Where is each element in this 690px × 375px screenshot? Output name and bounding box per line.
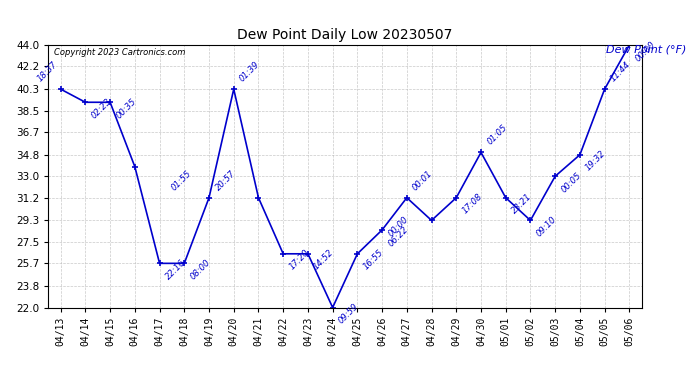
Text: 00:00: 00:00 (633, 39, 657, 63)
Text: 11:44: 11:44 (609, 60, 632, 84)
Text: 09:59: 09:59 (337, 302, 360, 326)
Text: 06:22: 06:22 (386, 224, 410, 248)
Text: 00:05: 00:05 (560, 171, 583, 194)
Text: 01:55: 01:55 (170, 169, 194, 192)
Text: 01:05: 01:05 (485, 123, 509, 147)
Text: 02:23: 02:23 (90, 97, 113, 120)
Text: 09:10: 09:10 (535, 215, 558, 238)
Text: Dew Point (°F): Dew Point (°F) (607, 45, 687, 55)
Text: Copyright 2023 Cartronics.com: Copyright 2023 Cartronics.com (55, 48, 186, 57)
Text: 23:21: 23:21 (510, 192, 533, 216)
Text: 16:55: 16:55 (362, 248, 385, 272)
Text: 18:37: 18:37 (36, 60, 59, 84)
Text: 22:16: 22:16 (164, 258, 187, 281)
Title: Dew Point Daily Low 20230507: Dew Point Daily Low 20230507 (237, 28, 453, 42)
Text: 19:32: 19:32 (584, 149, 608, 173)
Text: 08:00: 08:00 (188, 258, 212, 281)
Text: 17:20: 17:20 (287, 248, 311, 272)
Text: 14:52: 14:52 (312, 248, 335, 272)
Text: 20:57: 20:57 (214, 169, 237, 192)
Text: 01:39: 01:39 (238, 60, 262, 84)
Text: 00:00: 00:00 (387, 215, 411, 238)
Text: 17:08: 17:08 (460, 192, 484, 216)
Text: 00:01: 00:01 (411, 169, 435, 192)
Text: 00:35: 00:35 (115, 97, 138, 120)
